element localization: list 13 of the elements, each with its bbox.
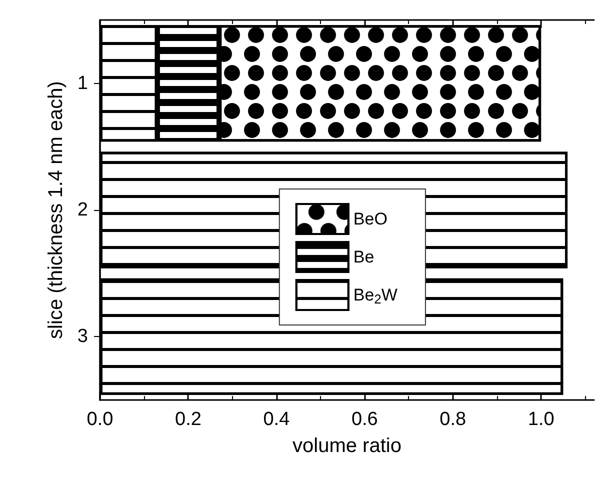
x-tick-label: 0.8: [440, 409, 466, 430]
x-tick-label: 0.2: [175, 409, 202, 430]
y-tick-label: 3: [77, 326, 88, 348]
x-tick-label: 0.0: [86, 409, 114, 430]
legend-label: Be: [353, 247, 374, 266]
x-axis-title: volume ratio: [292, 435, 402, 457]
x-tick-label: 0.6: [351, 409, 378, 430]
x-tick-label: 1.0: [528, 409, 554, 430]
y-axis-title: slice (thickness 1.4 nm each): [45, 81, 67, 339]
legend-label: BeO: [353, 209, 388, 228]
x-tick-label: 0.4: [263, 409, 290, 430]
y-tick-label: 1: [77, 72, 88, 94]
y-tick-label: 2: [77, 200, 88, 220]
